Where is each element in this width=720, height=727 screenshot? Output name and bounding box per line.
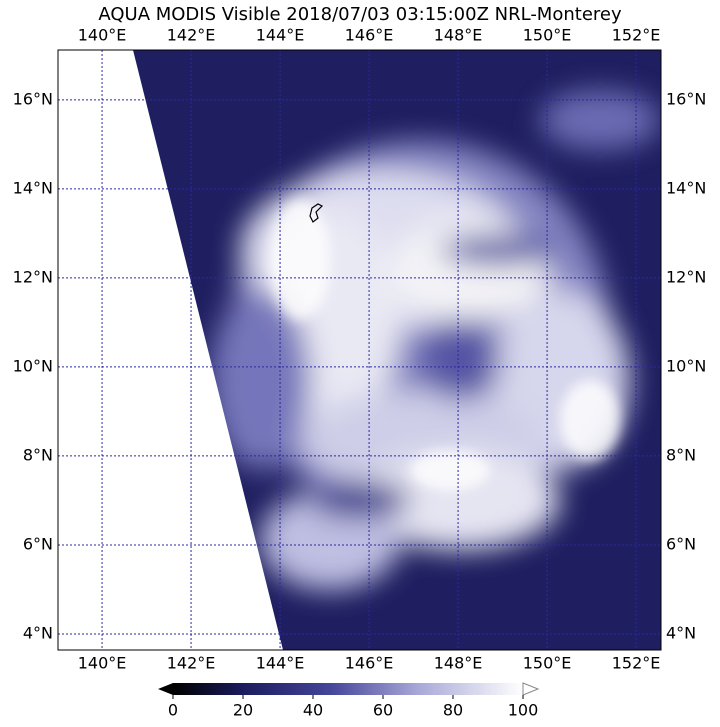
lat-label-left: 6°N — [23, 534, 53, 553]
colorbar-max-arrow — [522, 682, 540, 696]
lon-label-top: 148°E — [434, 26, 483, 45]
lat-label-left: 14°N — [13, 178, 53, 197]
lon-label-top: 152°E — [612, 26, 661, 45]
lon-label-bottom: 150°E — [523, 654, 572, 673]
lat-label-right: 4°N — [666, 623, 696, 642]
lon-label-top: 150°E — [523, 26, 572, 45]
lon-label-bottom: 148°E — [434, 654, 483, 673]
lat-label-left: 12°N — [13, 267, 53, 286]
lon-label-top: 146°E — [345, 26, 394, 45]
lon-label-bottom: 140°E — [78, 654, 127, 673]
colorbar-tick-label: 40 — [303, 701, 323, 720]
lat-label-left: 4°N — [23, 623, 53, 642]
lat-label-left: 10°N — [13, 356, 53, 375]
lon-label-bottom: 152°E — [612, 654, 661, 673]
colorbar — [173, 683, 523, 695]
colorbar-tick-label: 20 — [233, 701, 253, 720]
lon-label-bottom: 146°E — [345, 654, 394, 673]
lon-label-top: 142°E — [167, 26, 216, 45]
lat-label-right: 6°N — [666, 534, 696, 553]
title: AQUA MODIS Visible 2018/07/03 03:15:00Z … — [98, 4, 622, 25]
colorbar-tick-label: 60 — [373, 701, 393, 720]
lat-label-left: 16°N — [13, 89, 53, 108]
lon-label-bottom: 142°E — [167, 654, 216, 673]
colorbar-tick-label: 100 — [508, 701, 539, 720]
lon-label-top: 144°E — [256, 26, 305, 45]
colorbar-min-arrow — [158, 683, 173, 695]
lon-label-bottom: 144°E — [256, 654, 305, 673]
lat-label-right: 14°N — [666, 178, 706, 197]
lat-label-right: 10°N — [666, 356, 706, 375]
satellite-image — [58, 50, 661, 650]
colorbar-tick-label: 0 — [168, 701, 178, 720]
colorbar-tick-label: 80 — [443, 701, 463, 720]
lat-label-right: 12°N — [666, 267, 706, 286]
lat-label-left: 8°N — [23, 445, 53, 464]
lat-label-right: 16°N — [666, 89, 706, 108]
lat-label-right: 8°N — [666, 445, 696, 464]
lon-label-top: 140°E — [78, 26, 127, 45]
map-frame — [57, 49, 662, 651]
